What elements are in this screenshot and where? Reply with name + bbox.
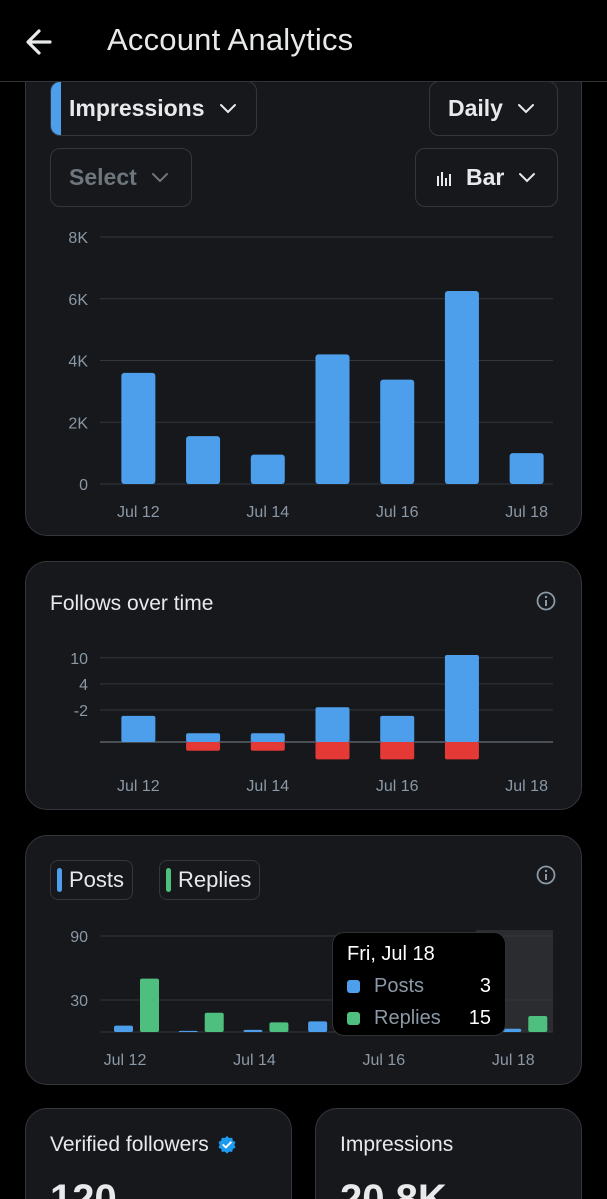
x-tick-label: Jul 14 (246, 778, 289, 795)
posts-swatch (57, 868, 62, 892)
replies-swatch (166, 868, 171, 892)
x-tick-label: Jul 14 (246, 504, 289, 521)
y-tick-label: 10 (70, 651, 88, 668)
follows-chart-card: Follows over time -2 4 10 Jul 12 Jul 14 Jul 1… (25, 561, 582, 810)
x-tick-label: Jul 18 (492, 1052, 535, 1069)
y-tick-label: 8K (68, 230, 88, 247)
compare-select-dropdown[interactable]: Select (50, 148, 192, 207)
impressions-bar-chart: 0 2K 4K 6K 8K Jul 12 Jul 14 Jul 16 Jul 18 (68, 230, 553, 521)
y-tick-label: 4 (79, 677, 88, 694)
tooltip-replies-label: Replies (374, 1007, 441, 1029)
unfollows-bar (315, 742, 350, 760)
replies-bar (269, 1022, 289, 1032)
y-tick-label: -2 (74, 703, 88, 720)
chevron-down-icon (151, 172, 168, 182)
impressions-stat-label: Impressions (340, 1133, 454, 1156)
page-title: Account Analytics (107, 22, 354, 57)
follows-bar (250, 733, 285, 742)
verified-badge-icon (218, 1136, 236, 1154)
follows-bar (121, 715, 156, 742)
compare-select-label: Select (69, 164, 137, 190)
chevron-down-icon (519, 172, 536, 182)
y-tick-label: 4K (68, 354, 88, 371)
impressions-stat-value: 20.8K (340, 1177, 447, 1199)
verified-followers-title: Verified followers (50, 1133, 237, 1157)
follows-chart-title: Follows over time (50, 592, 214, 615)
metric-dropdown-label: Impressions (69, 95, 205, 121)
back-arrow-icon[interactable] (22, 24, 62, 60)
verified-followers-card[interactable]: Verified followers 120 (25, 1108, 292, 1199)
x-tick-label: Jul 12 (104, 1052, 147, 1069)
metric-accent (51, 82, 61, 135)
legend-posts-label: Posts (69, 867, 125, 892)
legend-replies-label: Replies (178, 867, 252, 892)
chart-type-label: Bar (466, 164, 505, 190)
chart-type-dropdown[interactable]: Bar (415, 148, 558, 207)
x-tick-label: Jul 16 (363, 1052, 406, 1069)
posts-bar (114, 1025, 133, 1032)
chart-tooltip: Fri, Jul 18 Posts 3 Replies 15 (332, 932, 506, 1036)
x-tick-label: Jul 18 (505, 778, 548, 795)
posts-bar (502, 1028, 522, 1032)
follows-bar (315, 707, 350, 742)
tooltip-replies-swatch (347, 1012, 360, 1025)
metric-dropdown[interactable]: Impressions (50, 81, 257, 136)
replies-bar (204, 1012, 224, 1032)
x-tick-label: Jul 18 (505, 504, 548, 521)
impressions-bar (250, 454, 285, 484)
legend-posts-toggle[interactable]: Posts (50, 860, 134, 900)
impressions-stat-card[interactable]: Impressions 20.8K (315, 1108, 582, 1199)
unfollows-bar (186, 742, 221, 751)
period-dropdown[interactable]: Daily (429, 81, 558, 136)
tooltip-posts-row: Posts 3 (347, 975, 491, 998)
impressions-bar (509, 453, 544, 484)
bar-chart-icon (437, 171, 451, 186)
posts-replies-chart-card: Posts Replies 30 90 Jul 12 Jul 14 Jul 16 Jul … (25, 835, 582, 1085)
tooltip-replies-row: Replies 15 (347, 1007, 491, 1030)
replies-bar (140, 978, 159, 1032)
x-tick-label: Jul 16 (376, 778, 419, 795)
y-tick-label: 90 (70, 929, 88, 946)
impressions-stat-title: Impressions (340, 1133, 453, 1157)
unfollows-bar (444, 742, 479, 760)
x-tick-label: Jul 12 (117, 504, 160, 521)
posts-bar (308, 1021, 328, 1032)
y-tick-label: 30 (70, 993, 88, 1010)
info-icon[interactable] (535, 590, 557, 612)
unfollows-bar (250, 742, 285, 751)
chevron-down-icon (219, 103, 236, 113)
y-tick-label: 2K (68, 415, 88, 432)
verified-followers-label: Verified followers (50, 1133, 209, 1156)
period-dropdown-label: Daily (448, 95, 503, 121)
legend-replies-toggle[interactable]: Replies (159, 860, 261, 900)
verified-followers-value: 120 (50, 1177, 117, 1199)
replies-bar (528, 1016, 548, 1032)
tooltip-posts-label: Posts (374, 975, 425, 997)
info-icon[interactable] (535, 864, 557, 886)
posts-bar (243, 1029, 263, 1032)
y-tick-label: 6K (68, 292, 88, 309)
follows-bar (444, 655, 479, 742)
posts-bar (178, 1030, 198, 1032)
follows-bar-chart: -2 4 10 Jul 12 Jul 14 Jul 16 Jul 18 (70, 651, 553, 795)
follows-bar (186, 733, 221, 742)
tooltip-title: Fri, Jul 18 (347, 943, 435, 965)
unfollows-bar (380, 742, 415, 760)
impressions-bar (444, 291, 479, 484)
tooltip-posts-value: 3 (479, 975, 491, 997)
impressions-bar (315, 354, 350, 484)
x-tick-label: Jul 12 (117, 778, 160, 795)
impressions-bar (121, 372, 156, 484)
x-tick-label: Jul 16 (376, 504, 419, 521)
impressions-bar (380, 379, 415, 484)
impressions-bar (186, 436, 221, 484)
x-tick-label: Jul 14 (233, 1052, 276, 1069)
chevron-down-icon (517, 103, 534, 113)
follows-bar (380, 715, 415, 742)
tooltip-posts-swatch (347, 980, 360, 993)
y-tick-label: 0 (79, 477, 88, 494)
top-bar: Account Analytics (0, 0, 607, 82)
tooltip-replies-value: 15 (468, 1007, 491, 1029)
impressions-chart-card: Impressions Daily Select Bar 0 2K 4K 6K 8K Ju… (25, 40, 582, 536)
